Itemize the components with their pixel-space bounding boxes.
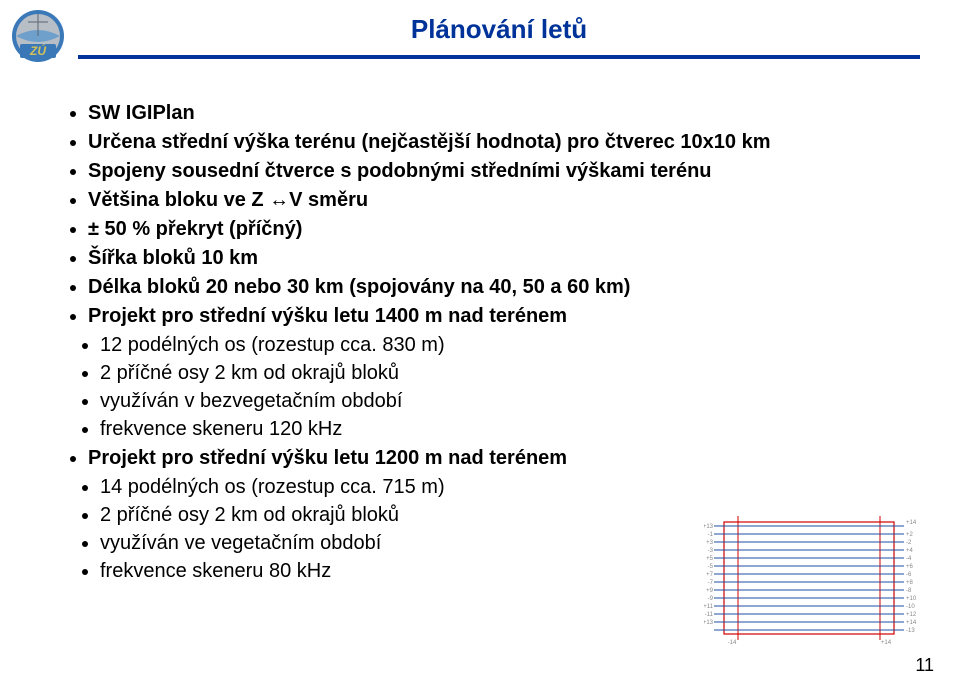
bullet-item: SW IGIPlan (88, 100, 920, 127)
svg-text:+10: +10 (906, 596, 917, 602)
bullet-item: Spojeny sousední čtverce s podobnými stř… (88, 158, 920, 185)
svg-text:+14: +14 (906, 620, 917, 626)
svg-text:+3: +3 (706, 540, 714, 546)
svg-text:-4: -4 (906, 556, 912, 562)
org-logo: ZÚ (10, 8, 66, 64)
sub-bullet-item: frekvence skeneru 120 kHz (100, 416, 920, 443)
svg-text:-7: -7 (708, 580, 714, 586)
svg-text:+11: +11 (704, 604, 714, 610)
svg-text:+2: +2 (906, 532, 914, 538)
svg-text:-14: -14 (728, 640, 737, 646)
svg-text:-5: -5 (708, 564, 714, 570)
title-rule (78, 55, 920, 59)
svg-text:-10: -10 (906, 604, 915, 610)
svg-text:+8: +8 (906, 580, 914, 586)
sub-bullet-item: využíván v bezvegetačním období (100, 388, 920, 415)
svg-text:-3: -3 (708, 548, 714, 554)
svg-text:+4: +4 (906, 548, 914, 554)
slide-content: SW IGIPlan Určena střední výška terénu (… (60, 100, 920, 587)
svg-text:+6: +6 (906, 564, 914, 570)
svg-text:-9: -9 (708, 596, 714, 602)
svg-text:-2: -2 (906, 540, 912, 546)
sub-bullet-item: 2 příčné osy 2 km od okrajů bloků (100, 360, 920, 387)
bullet-item: Šířka bloků 10 km (88, 245, 920, 272)
bullet-item: Určena střední výška terénu (nejčastější… (88, 129, 920, 156)
flightlines-diagram: +13 -1 +3 -3 +5 -5 +7 -7 +9 -9 +11 -11 +… (704, 516, 924, 646)
slide-title: Plánování letů (218, 14, 780, 45)
svg-text:+13: +13 (704, 524, 714, 530)
svg-text:+14: +14 (881, 640, 892, 646)
bullet-item: ± 50 % překryt (příčný) (88, 216, 920, 243)
svg-text:-13: -13 (906, 628, 915, 634)
bullet-list: SW IGIPlan Určena střední výška terénu (… (60, 100, 920, 330)
bullet-item: Délka bloků 20 nebo 30 km (spojovány na … (88, 274, 920, 301)
sub-bullet-item: 12 podélných os (rozestup cca. 830 m) (100, 332, 920, 359)
svg-text:+14: +14 (906, 520, 917, 526)
slide-header: Plánování letů (78, 14, 920, 59)
svg-text:-8: -8 (906, 588, 912, 594)
svg-text:+13: +13 (704, 620, 714, 626)
bullet-item: Projekt pro střední výšku letu 1400 m na… (88, 303, 920, 330)
bullet-list-2: Projekt pro střední výšku letu 1200 m na… (60, 445, 920, 472)
slide-page: ZÚ Plánování letů SW IGIPlan Určena stře… (0, 0, 960, 690)
logo-text: ZÚ (29, 43, 46, 58)
svg-text:-1: -1 (708, 532, 714, 538)
bullet-item: Projekt pro střední výšku letu 1200 m na… (88, 445, 920, 472)
svg-text:-11: -11 (705, 612, 714, 618)
svg-text:+5: +5 (706, 556, 714, 562)
svg-text:-6: -6 (906, 572, 912, 578)
svg-text:+7: +7 (706, 572, 714, 578)
bullet-item: Většina bloku ve Z ↔V směru (88, 187, 920, 214)
svg-text:+12: +12 (906, 612, 917, 618)
page-number: 11 (915, 655, 934, 676)
svg-text:+9: +9 (706, 588, 714, 594)
sub-bullet-list-1: 12 podélných os (rozestup cca. 830 m) 2 … (60, 332, 920, 443)
sub-bullet-item: 14 podélných os (rozestup cca. 715 m) (100, 474, 920, 501)
